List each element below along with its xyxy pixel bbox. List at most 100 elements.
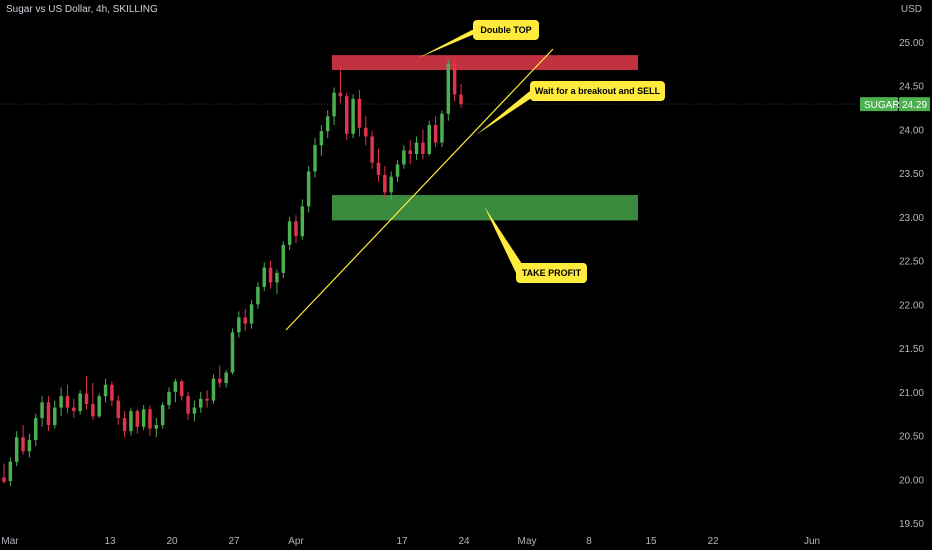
candle-body xyxy=(148,409,152,429)
candle-body xyxy=(21,437,25,452)
x-tick-label: 13 xyxy=(104,536,116,547)
candle-body xyxy=(27,439,32,452)
candle-body xyxy=(103,384,108,397)
candle-body xyxy=(186,396,190,414)
chart-title: Sugar vs US Dollar, 4h, SKILLING xyxy=(6,4,158,15)
x-tick-label: 17 xyxy=(396,536,408,547)
double-top-callout-label: Double TOP xyxy=(480,25,531,35)
candle-body xyxy=(110,384,114,401)
candle-body xyxy=(46,402,51,426)
x-tick-label: 15 xyxy=(645,536,657,547)
candle-body xyxy=(199,398,203,408)
candle-body xyxy=(452,63,457,95)
x-tick-label: 22 xyxy=(707,536,719,547)
candle-body xyxy=(281,244,286,273)
x-tick-label: May xyxy=(518,536,537,547)
y-tick-label: 25.00 xyxy=(899,38,924,49)
candle-body xyxy=(370,136,374,163)
candle-body xyxy=(408,150,412,154)
candle-body xyxy=(160,404,165,426)
candle-body xyxy=(84,393,89,405)
candle-body xyxy=(275,272,279,283)
candle-body xyxy=(249,304,254,324)
x-tick-label: Apr xyxy=(288,536,304,547)
candle-body xyxy=(319,131,324,146)
take-profit-callout-label: TAKE PROFIT xyxy=(522,268,582,278)
candle-body xyxy=(414,142,419,154)
candle-body xyxy=(268,267,273,283)
candle-body xyxy=(256,286,260,305)
candle-body xyxy=(14,437,19,462)
candle-body xyxy=(364,127,368,137)
price-tag: SUGAR 24.29 xyxy=(860,97,930,112)
candle-body xyxy=(211,378,216,401)
y-tick-label: 22.00 xyxy=(899,300,924,311)
x-tick-label: 20 xyxy=(166,536,178,547)
breakout-callout-label: Wait for a breakout and SELL xyxy=(535,86,661,96)
x-tick-label: 27 xyxy=(228,536,240,547)
y-tick-label: 24.00 xyxy=(899,125,924,136)
candle-body xyxy=(376,162,381,175)
candle-body xyxy=(2,477,6,482)
candle-body xyxy=(122,418,127,432)
price-tag-symbol: SUGAR xyxy=(864,100,900,111)
x-tick-label: Mar xyxy=(1,536,19,547)
y-axis: 19.50 20.00 20.50 21.00 21.50 22.00 22.50 23.00… xyxy=(899,38,924,530)
candle-body xyxy=(433,125,438,143)
candle-body xyxy=(154,425,159,429)
y-tick-label: 23.00 xyxy=(899,213,924,224)
y-tick-label: 20.00 xyxy=(899,475,924,486)
candle-body xyxy=(357,98,362,128)
candle-body xyxy=(141,409,146,427)
candle-body xyxy=(167,391,171,405)
candle-body xyxy=(192,407,197,414)
candle-body xyxy=(294,221,298,237)
candle-body xyxy=(440,113,444,143)
take-profit-callout: TAKE PROFIT xyxy=(484,206,587,283)
y-tick-label: 19.50 xyxy=(899,519,924,530)
candle-body xyxy=(459,94,463,105)
candle-body xyxy=(224,372,228,384)
x-axis: Mar 13 20 27 Apr 17 24 May 8 15 22 Jun xyxy=(1,536,820,547)
x-tick-label: 24 xyxy=(458,536,470,547)
price-tag-value: 24.29 xyxy=(902,100,927,111)
candle-body xyxy=(402,150,406,165)
currency-label: USD xyxy=(900,4,922,15)
candle-body xyxy=(395,164,400,177)
candle-body xyxy=(173,381,178,392)
candle-body xyxy=(287,221,292,245)
y-tick-label: 20.50 xyxy=(899,432,924,443)
candle-body xyxy=(33,418,38,440)
double-top-zone xyxy=(332,55,638,70)
candle-body xyxy=(129,411,133,432)
candle-body xyxy=(300,206,305,237)
zones-layer xyxy=(332,55,638,221)
price-tag-symbol-bg xyxy=(860,97,898,112)
candle-body xyxy=(230,332,235,373)
breakout-callout: Wait for a breakout and SELL xyxy=(476,81,665,135)
candle-body xyxy=(389,176,393,193)
candle-body xyxy=(237,317,241,333)
candle-body xyxy=(262,267,266,287)
candle-body xyxy=(218,378,222,384)
candle-body xyxy=(345,96,349,134)
candle-body xyxy=(306,171,311,207)
y-tick-label: 21.50 xyxy=(899,344,924,355)
candle-body xyxy=(313,145,317,172)
candle-body xyxy=(351,98,355,134)
price-tag-value-bg xyxy=(899,97,930,112)
candle-body xyxy=(427,125,432,154)
x-tick-label: 8 xyxy=(586,536,592,547)
candle-body xyxy=(78,393,82,412)
candle-body xyxy=(332,92,336,117)
candle-body xyxy=(135,411,140,427)
candle-body xyxy=(40,402,44,419)
y-tick-label: 24.50 xyxy=(899,82,924,93)
trendline xyxy=(285,48,554,331)
candle-body xyxy=(116,400,120,419)
candle-body xyxy=(8,461,13,482)
candle-body xyxy=(72,407,76,412)
candle-body xyxy=(243,317,247,324)
candles-layer xyxy=(2,59,463,487)
